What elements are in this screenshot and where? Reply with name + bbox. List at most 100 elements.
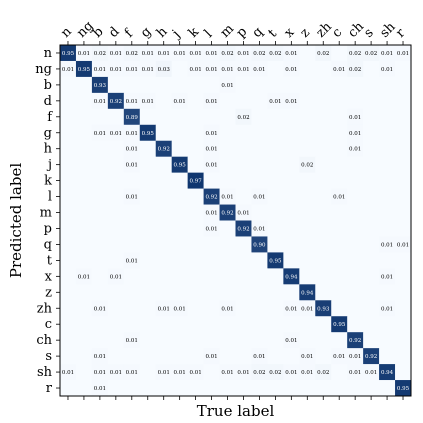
heatmap-cell: [60, 380, 77, 397]
cell-value-label: 0.01: [381, 242, 393, 248]
heatmap-cell: [107, 172, 125, 189]
cell-value-label: 0.01: [189, 67, 201, 73]
heatmap-cell: [283, 124, 300, 142]
heatmap-cell: [283, 284, 300, 301]
heatmap-cell: [171, 108, 188, 126]
y-tick-label: sh: [37, 365, 53, 380]
cell-value-label: 0.01: [349, 115, 361, 121]
heatmap-cell: [347, 60, 364, 78]
heatmap-cell: [107, 45, 125, 62]
heatmap-cell: [219, 76, 236, 94]
y-tick-label: z: [45, 285, 52, 300]
heatmap-cell: [395, 140, 412, 157]
heatmap-cell: [251, 156, 268, 173]
heatmap-cell: [267, 76, 284, 94]
heatmap-cell: [331, 284, 348, 301]
heatmap-cell: [123, 204, 141, 221]
x-tick-label: l: [202, 27, 216, 41]
cell-value-label: 0.01: [221, 195, 233, 201]
heatmap-cell: [379, 236, 396, 253]
heatmap-cell: [395, 45, 412, 62]
cell-value-label: 0.01: [221, 67, 233, 73]
cell-value-label: 0.01: [94, 131, 106, 137]
cell-value-label: 0.92: [237, 226, 249, 232]
heatmap-cell: [139, 204, 157, 221]
heatmap-cell: [123, 76, 141, 94]
heatmap-cell: [347, 92, 364, 110]
heatmap-cell: [60, 348, 77, 365]
y-tick-label: x: [45, 269, 53, 284]
heatmap-cell: [379, 268, 396, 285]
heatmap-cell: [235, 236, 252, 253]
heatmap-cell: [315, 348, 332, 365]
heatmap-cell: [139, 364, 157, 381]
cell-value-label: 0.94: [285, 274, 298, 280]
heatmap-cell: [299, 76, 316, 94]
heatmap-cell: [347, 172, 364, 189]
heatmap-cell: [107, 92, 125, 110]
heatmap-cell: [91, 364, 109, 381]
heatmap-cell: [363, 156, 380, 173]
heatmap-cell: [235, 316, 252, 333]
heatmap-cell: [139, 236, 157, 253]
heatmap-cell: [363, 252, 380, 269]
heatmap-cell: [219, 380, 236, 397]
heatmap-cell: [267, 332, 284, 349]
cell-value-label: 0.01: [253, 195, 265, 201]
cell-value-label: 0.01: [269, 99, 281, 105]
heatmap-cell: [283, 268, 300, 285]
cell-value-label: 0.01: [142, 99, 154, 105]
heatmap-cell: [363, 108, 380, 126]
heatmap-cell: [123, 380, 141, 397]
heatmap-cell: [331, 45, 348, 62]
heatmap-cell: [315, 172, 332, 189]
cell-value-label: 0.95: [174, 163, 187, 169]
heatmap-cell: [107, 60, 125, 78]
heatmap-cell: [315, 140, 332, 157]
x-axis-ticks: [67, 41, 404, 400]
cell-value-label: 0.01: [253, 226, 265, 232]
heatmap-cell: [347, 348, 364, 365]
heatmap-cell: [107, 284, 125, 301]
cell-value-label: 0.02: [317, 51, 329, 57]
cell-value-label: 0.02: [253, 370, 265, 376]
heatmap-cell: [235, 348, 252, 365]
heatmap-cell: [107, 220, 125, 237]
cell-value-label: 0.01: [205, 226, 217, 232]
cell-value-label: 0.01: [285, 51, 297, 57]
cell-value-label: 0.92: [365, 354, 377, 360]
heatmap-cell: [155, 380, 172, 397]
heatmap-cell: [331, 156, 348, 173]
cell-value-label: 0.01: [174, 370, 186, 376]
heatmap-cell: [283, 348, 300, 365]
heatmap-cell: [123, 156, 141, 173]
heatmap-cell: [219, 92, 236, 110]
cell-value-label: 0.01: [205, 354, 217, 360]
cell-value-label: 0.01: [285, 370, 297, 376]
heatmap-cell: [315, 316, 332, 333]
heatmap-cell: [60, 204, 77, 221]
heatmap-cell: [75, 284, 93, 301]
cell-value-label: 0.01: [237, 67, 249, 73]
heatmap-cell: [123, 60, 141, 78]
heatmap-cell: [235, 268, 252, 285]
heatmap-cell: [60, 268, 77, 285]
heatmap-cell: [171, 124, 188, 142]
heatmap-cell: [187, 268, 204, 285]
x-tick-label: r: [393, 25, 409, 41]
heatmap-cell: [60, 236, 77, 253]
y-axis-title: Predicted label: [7, 163, 25, 278]
cell-value-label: 0.01: [158, 370, 170, 376]
heatmap-cell: [235, 332, 252, 349]
heatmap-cell: [60, 188, 77, 205]
heatmap-cell: [60, 220, 77, 237]
heatmap-cell: [267, 172, 284, 189]
heatmap-cell: [91, 124, 109, 142]
cell-value-label: 0.01: [253, 67, 265, 73]
heatmap-cell: [139, 140, 157, 157]
heatmap-cell: [75, 140, 93, 157]
heatmap-cell: [299, 140, 316, 157]
heatmap-cell: [235, 108, 252, 126]
heatmap-cell: [139, 380, 157, 397]
